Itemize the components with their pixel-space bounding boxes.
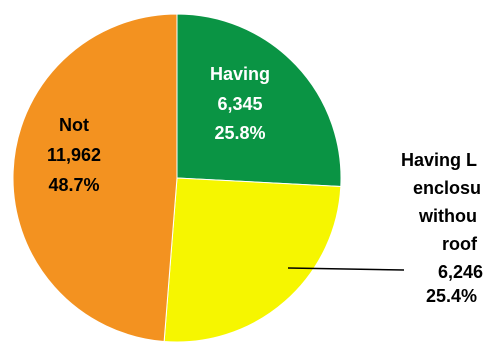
- pie-slices: [12, 13, 342, 343]
- pie-slice-having-enclosure: [163, 177, 342, 343]
- slice-label-having: Having: [210, 64, 270, 84]
- slice-percent-not: 48.7%: [48, 175, 99, 195]
- leader-line-yellow: [287, 267, 405, 271]
- slice-value-yellow: 6,246: [438, 262, 483, 282]
- slice-percent-yellow: 25.4%: [426, 286, 477, 306]
- pie-slice-not: [12, 13, 178, 343]
- slice-label-yellow: Having L enclosu withou roof: [401, 150, 486, 254]
- slice-label-not: Not: [59, 115, 89, 135]
- slice-value-having: 6,345: [217, 94, 262, 114]
- slice-value-not: 11,962: [47, 145, 101, 165]
- slice-percent-having: 25.8%: [214, 123, 265, 143]
- pie-slice-having: [176, 13, 342, 188]
